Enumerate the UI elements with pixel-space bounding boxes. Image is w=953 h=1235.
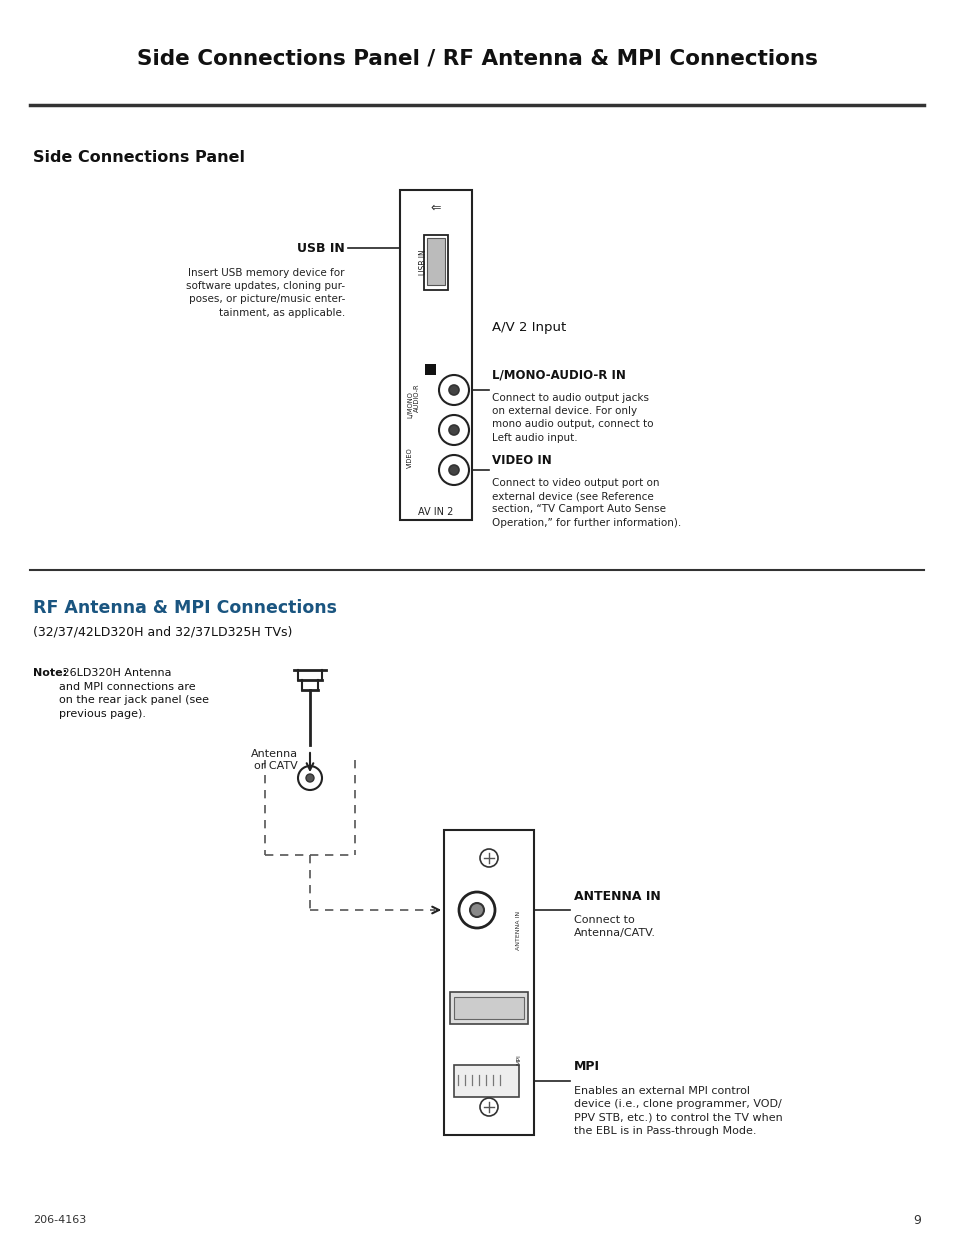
Text: 206-4163: 206-4163 (33, 1215, 86, 1225)
Text: Connect to
Antenna/CATV.: Connect to Antenna/CATV. (574, 915, 656, 939)
Text: Side Connections Panel: Side Connections Panel (33, 151, 245, 165)
Circle shape (449, 466, 458, 475)
Text: 9: 9 (912, 1214, 920, 1226)
Circle shape (297, 766, 322, 790)
Bar (443, 830, 534, 1135)
Text: AUDIO-R: AUDIO-R (414, 384, 419, 412)
Text: Connect to audio output jacks
on external device. For only
mono audio output, co: Connect to audio output jacks on externa… (492, 393, 653, 442)
Circle shape (449, 385, 458, 395)
Text: VIDEO IN: VIDEO IN (492, 453, 551, 467)
Text: RF Antenna & MPI Connections: RF Antenna & MPI Connections (33, 599, 336, 618)
Circle shape (306, 774, 314, 782)
Bar (427, 238, 444, 285)
Text: ⇐: ⇐ (431, 201, 441, 215)
Bar (454, 1065, 518, 1097)
Text: A/V 2 Input: A/V 2 Input (492, 321, 566, 335)
Text: Insert USB memory device for
software updates, cloning pur-
poses, or picture/mu: Insert USB memory device for software up… (186, 268, 345, 317)
Bar (423, 235, 448, 290)
Circle shape (479, 1098, 497, 1116)
Circle shape (438, 375, 469, 405)
Bar (399, 190, 472, 520)
Text: L/MONO-AUDIO-R IN: L/MONO-AUDIO-R IN (492, 368, 625, 382)
Circle shape (479, 848, 497, 867)
Text: 26LD320H Antenna
and MPI connections are
on the rear jack panel (see
previous pa: 26LD320H Antenna and MPI connections are… (59, 668, 209, 719)
Text: (32/37/42LD320H and 32/37LD325H TVs): (32/37/42LD320H and 32/37LD325H TVs) (33, 625, 292, 638)
Text: Enables an external MPI control
device (i.e., clone programmer, VOD/
PPV STB, et: Enables an external MPI control device (… (574, 1086, 781, 1136)
Text: AV IN 2: AV IN 2 (417, 508, 454, 517)
Text: VIDEO: VIDEO (407, 447, 413, 468)
Text: USB IN: USB IN (297, 242, 345, 254)
Bar (424, 364, 436, 375)
Circle shape (449, 425, 458, 435)
Text: ANTENNA IN: ANTENNA IN (574, 889, 660, 903)
Text: USB IN: USB IN (419, 249, 428, 275)
Text: Connect to video output port on
external device (see Reference
section, “TV Camp: Connect to video output port on external… (492, 478, 680, 527)
Bar (450, 992, 527, 1024)
Text: Note:: Note: (33, 668, 67, 678)
Text: MPI: MPI (516, 1055, 521, 1066)
Circle shape (458, 892, 495, 927)
Text: ANTENNA IN: ANTENNA IN (516, 910, 521, 950)
Circle shape (438, 415, 469, 445)
Circle shape (438, 454, 469, 485)
Text: Antenna
or CATV: Antenna or CATV (251, 750, 297, 771)
Text: MPI: MPI (574, 1061, 599, 1073)
Text: Side Connections Panel / RF Antenna & MPI Connections: Side Connections Panel / RF Antenna & MP… (136, 48, 817, 68)
Text: L/MONO: L/MONO (407, 391, 413, 419)
Circle shape (470, 903, 483, 918)
Bar (454, 997, 523, 1019)
